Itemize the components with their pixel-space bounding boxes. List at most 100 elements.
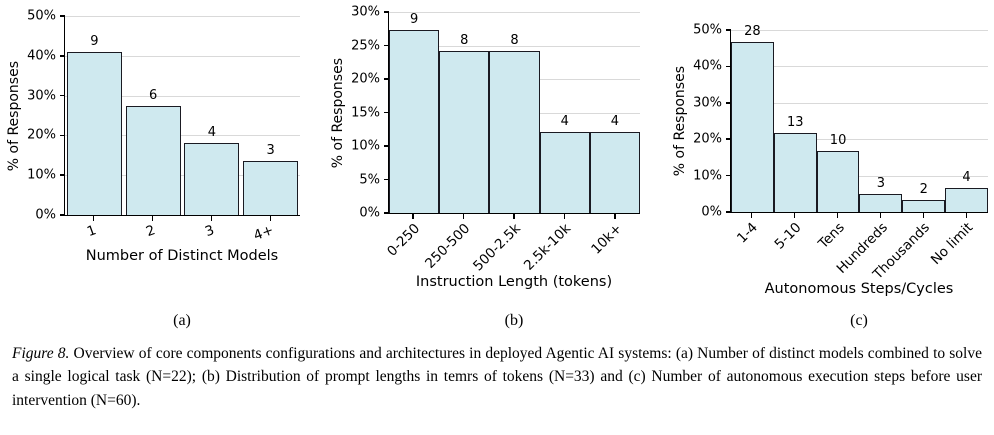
y-tick-mark [384, 11, 389, 13]
y-axis-label: % of Responses [672, 66, 688, 177]
x-tick-label: 0-250 [384, 220, 424, 260]
x-tick-label: 10k+ [587, 220, 625, 258]
x-tick-mark [793, 213, 796, 218]
gridline [389, 12, 640, 13]
y-tick-mark [384, 212, 389, 214]
gridline [65, 175, 300, 177]
y-tick-mark [384, 111, 389, 114]
x-tick-mark [614, 214, 616, 219]
bar-slot-10k+: 4 [589, 12, 641, 213]
gridline [731, 139, 988, 141]
gridline [65, 16, 300, 17]
bar [489, 50, 540, 213]
y-axis-label-column: % of Responses [328, 4, 348, 214]
bar [773, 133, 817, 212]
subplot-label-c: (c) [850, 312, 868, 329]
plot-column: 0% 10% 20% 30% 40% 50% 28 13 10 3 2 4 1-4 5-10 Tens Hu… [693, 4, 988, 334]
caption-figure-number: Figure 8. [12, 345, 70, 362]
x-axis-label: Autonomous Steps/Cycles [764, 281, 954, 297]
bar-slot-No limit: 4 [945, 30, 988, 212]
subplot-b: % of Responses 0% 5% 10% 15% 20% 25% 30% 9 8 8 4 4 … [328, 4, 670, 334]
y-tick-mark [384, 78, 389, 80]
y-tick-mark [726, 29, 731, 31]
x-tick-label: 2 [143, 222, 158, 241]
x-axis-label: Number of Distinct Models [85, 248, 279, 264]
x-tick-mark [750, 213, 753, 218]
bar-count-label: 4 [560, 113, 569, 129]
bar-count-label: 4 [962, 169, 971, 185]
y-tick-label: 10% [693, 168, 722, 184]
bar [731, 42, 774, 212]
bar-count-label: 10 [829, 133, 847, 149]
x-tick-mark [462, 214, 465, 219]
bar [66, 52, 122, 215]
gridline [731, 102, 988, 104]
bar [589, 131, 641, 213]
gridline [65, 55, 300, 57]
bar-slot-1: 9 [65, 16, 124, 215]
x-tick-label: 2.5k-10k [521, 220, 575, 274]
y-tick-label: 20% [27, 127, 56, 143]
gridline [731, 175, 988, 177]
y-tick-mark [726, 65, 731, 68]
bar-slot-Thousands: 2 [902, 30, 946, 212]
x-tick-label: 250-500 [422, 220, 474, 272]
bar [243, 160, 299, 215]
bars: 28 13 10 3 2 4 [731, 25, 988, 212]
bar [184, 142, 240, 215]
bar-count-label: 2 [919, 182, 928, 197]
x-tick-label: 500-2.5k [470, 220, 524, 275]
bar-count-label: 9 [90, 34, 99, 50]
y-tick-mark [384, 44, 389, 47]
x-tick-label: 1 [84, 222, 99, 241]
x-tick-mark [922, 213, 925, 218]
y-tick-label: 40% [693, 58, 722, 74]
bar-count-label: 4 [610, 113, 620, 129]
bars: 9 8 8 4 4 [389, 12, 641, 213]
x-tick-label: 3 [202, 222, 217, 241]
x-tick-label: No limit [928, 219, 977, 268]
plot-column: 0% 5% 10% 15% 20% 25% 30% 9 8 8 4 4 0-250 250-500 500… [351, 4, 641, 334]
bar [859, 193, 903, 212]
bar-slot-5-10: 13 [773, 30, 817, 212]
x-tick-mark [965, 213, 968, 218]
bar-slot-4+: 3 [241, 16, 300, 215]
gridline [65, 135, 300, 137]
plot-area: 0% 10% 20% 30% 40% 50% 9 6 4 3 [27, 10, 300, 222]
x-tick-mark [210, 216, 213, 221]
plot-area: 0% 10% 20% 30% 40% 50% 28 13 10 3 2 4 [693, 24, 988, 219]
y-tick-label: 50% [693, 22, 722, 38]
y-tick-mark [60, 94, 65, 97]
y-tick-mark [726, 174, 731, 177]
bar-count-label: 3 [876, 175, 886, 191]
bar-count-label: 13 [786, 115, 804, 131]
y-tick-mark [384, 145, 389, 147]
bar-count-label: 4 [207, 124, 217, 140]
y-tick-label: 50% [27, 8, 56, 24]
y-tick-label: 30% [693, 95, 722, 111]
x-tick-mark [92, 216, 95, 221]
x-tick-labels: 0-250 250-500 500-2.5k 2.5k-10k 10k+ [384, 214, 640, 275]
bar-count-label: 6 [148, 88, 158, 104]
bar-slot-500-2.5k: 8 [489, 12, 540, 213]
bar [945, 187, 988, 212]
bar-slot-Hundreds: 3 [859, 30, 903, 212]
y-tick-label: 15% [351, 105, 380, 120]
x-tick-mark [412, 214, 414, 219]
gridline [731, 66, 988, 68]
x-tick-label: 1-4 [734, 219, 762, 247]
bar-count-label: 28 [744, 24, 761, 40]
y-tick-mark [726, 211, 731, 213]
x-axis-label: Instruction Length (tokens) [415, 274, 613, 290]
y-tick-mark [60, 174, 65, 176]
x-tick-labels: 1 2 3 4+ [64, 216, 300, 246]
bar [539, 131, 590, 213]
y-tick-mark [384, 178, 389, 181]
bar-count-label: 3 [266, 142, 275, 158]
subplot-label-b: (b) [504, 312, 524, 329]
x-tick-mark [836, 213, 839, 218]
bar [125, 106, 181, 215]
bar-slot-2.5k-10k: 4 [539, 12, 590, 213]
bar-count-label: 8 [460, 32, 469, 48]
y-tick-mark [60, 214, 65, 216]
